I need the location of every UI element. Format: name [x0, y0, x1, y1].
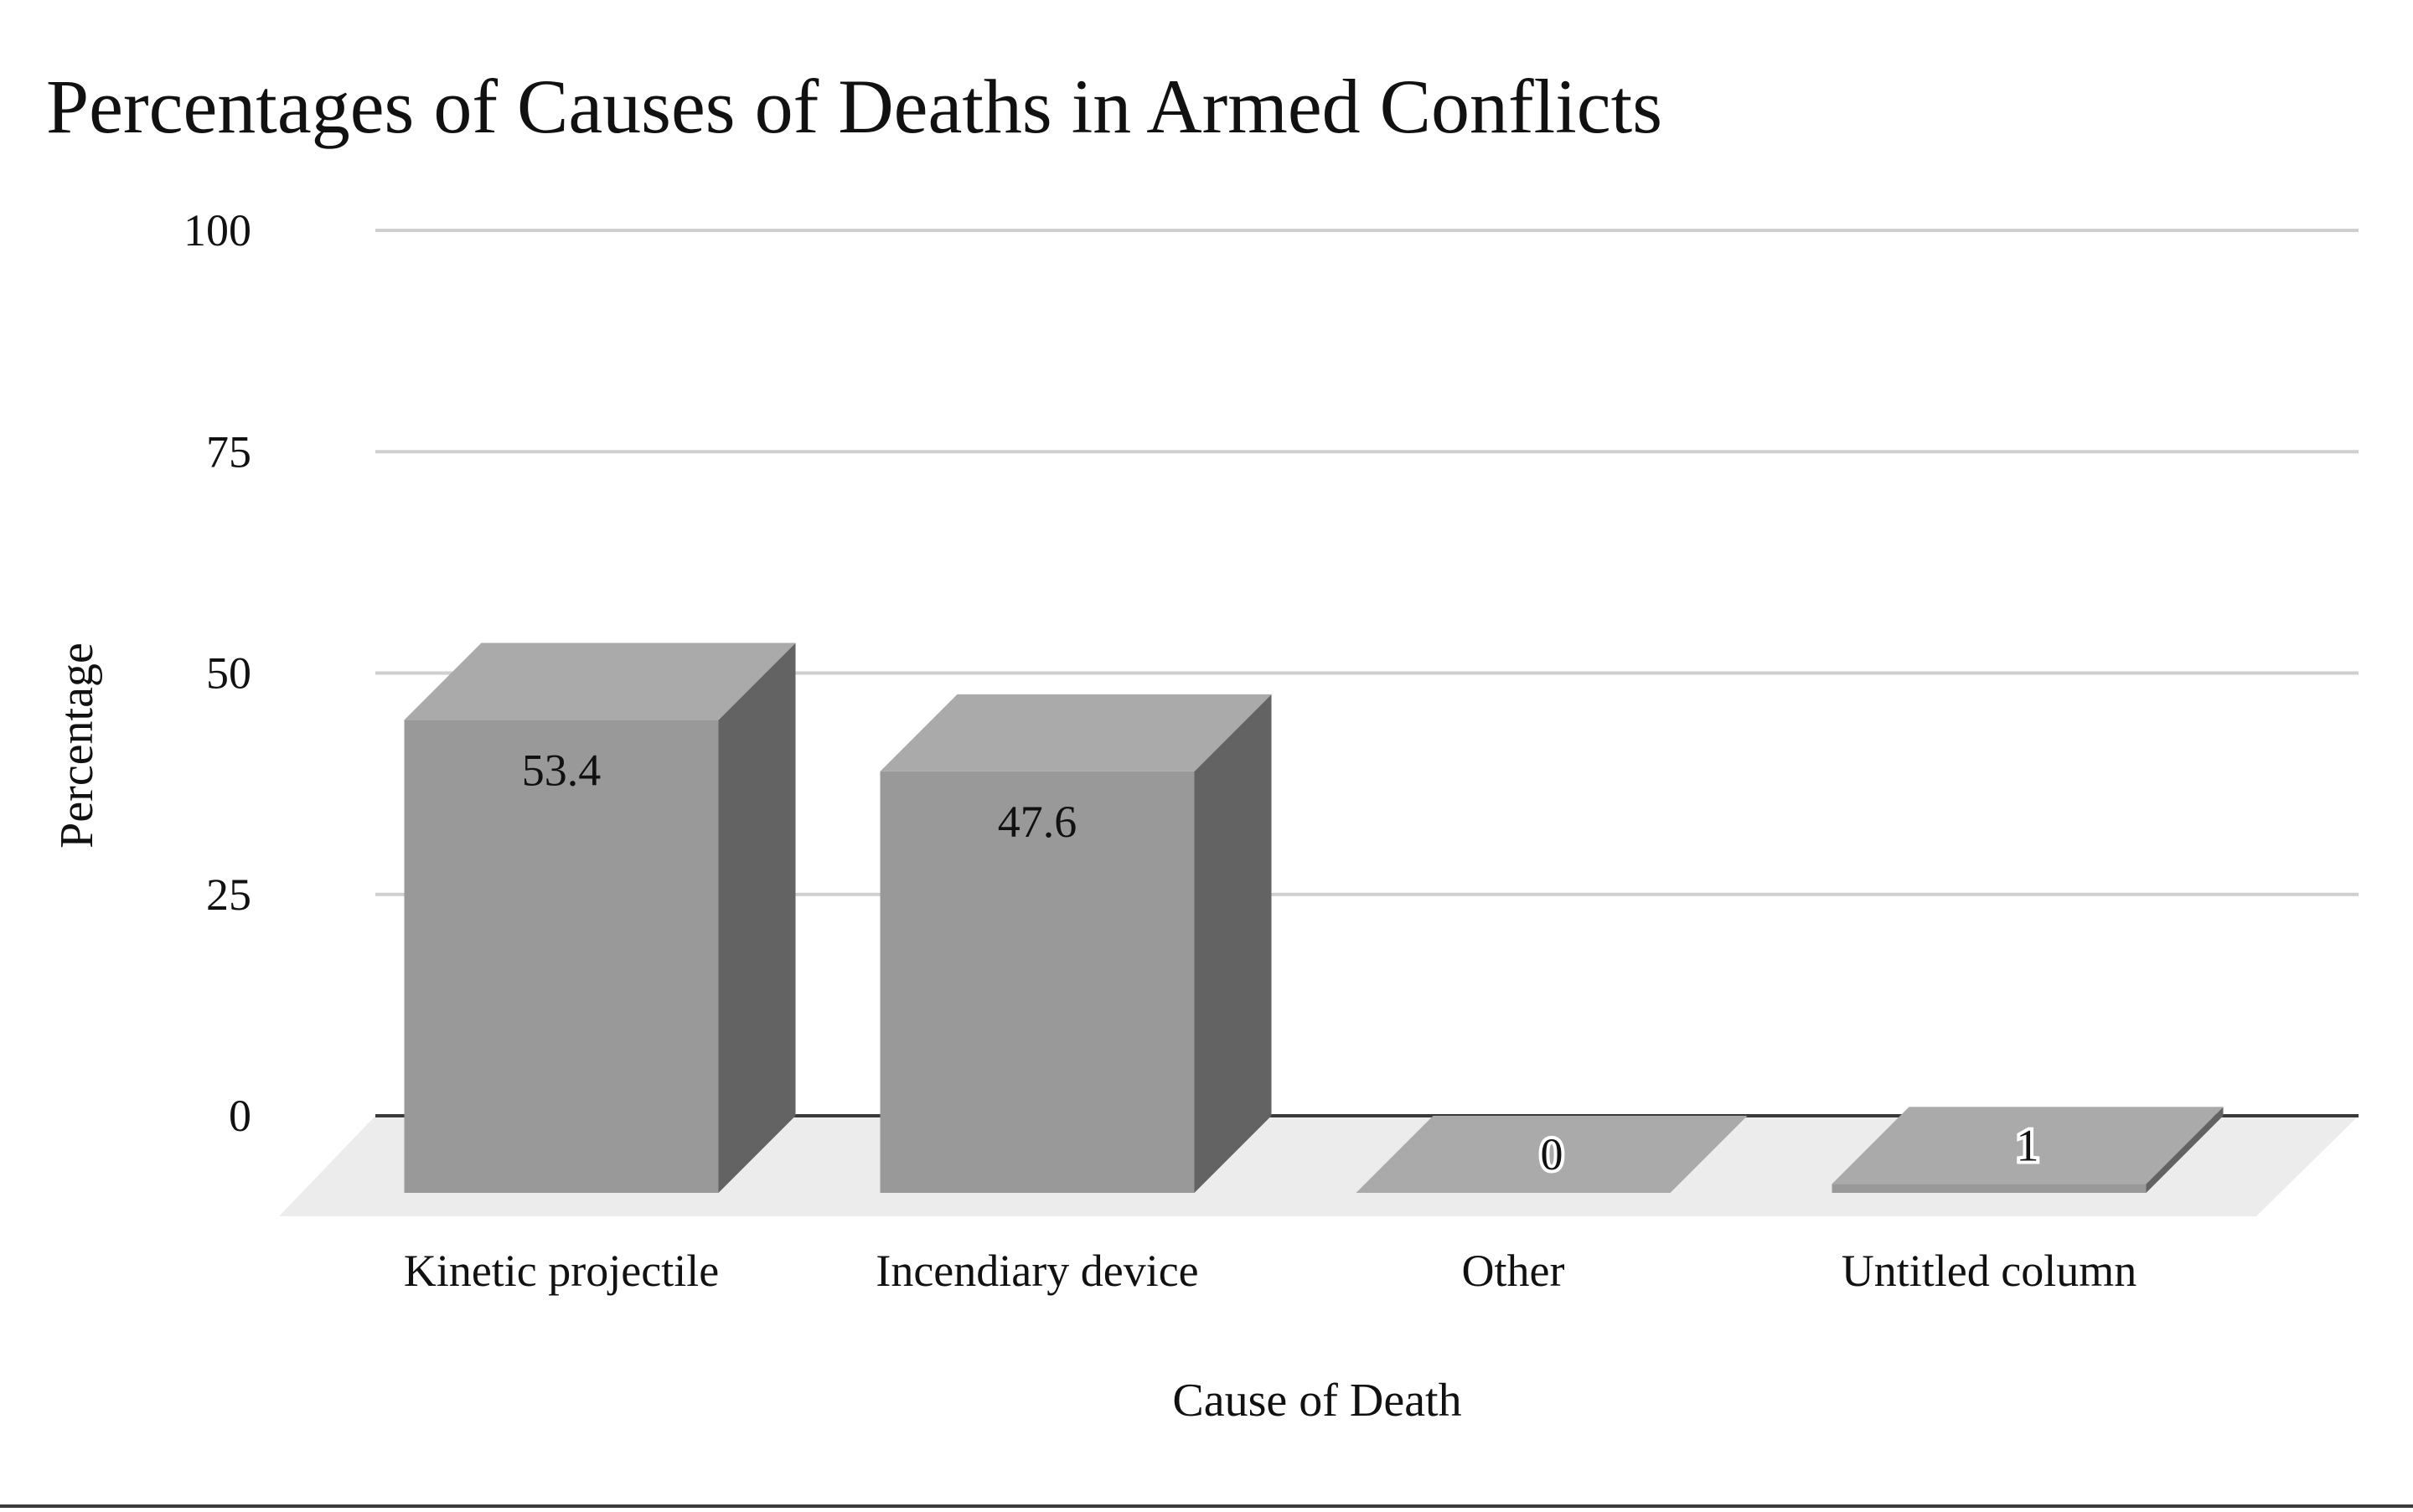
x-tick-label: Kinetic projectile: [404, 1246, 719, 1296]
x-tick-label: Incendiary device: [876, 1246, 1198, 1296]
y-tick-label: 50: [206, 648, 251, 699]
y-axis-ticks: 0 25 50 75 100: [183, 205, 251, 1141]
y-tick-label: 75: [206, 426, 251, 477]
bar-front-face: [404, 720, 719, 1193]
data-label: 53.4: [522, 746, 602, 796]
bar-front-face: [880, 771, 1195, 1193]
bar-side-face: [2146, 1107, 2224, 1193]
x-axis-ticks: Kinetic projectile Incendiary device Other…: [404, 1246, 2137, 1296]
x-tick-label: Untitled column: [1842, 1246, 2137, 1296]
bar: [1356, 1116, 1748, 1193]
data-label: 1: [2017, 1120, 2039, 1170]
bars: [404, 642, 2224, 1193]
data-labels: 53.4 47.6 0 1: [522, 746, 2043, 1183]
bar-side-face: [1194, 694, 1272, 1193]
bar: [1832, 1107, 2224, 1193]
bar-side-face: [718, 642, 796, 1193]
bar: [404, 642, 796, 1193]
bar-top-face: [880, 694, 1272, 771]
chart-title: Percentages of Causes of Deaths in Armed…: [46, 64, 1662, 149]
y-tick-label: 100: [183, 205, 251, 255]
data-label: 0: [1541, 1129, 1563, 1179]
x-tick-label: Other: [1462, 1246, 1565, 1296]
y-tick-label: 0: [229, 1091, 251, 1141]
bar-top-face: [1356, 1116, 1748, 1193]
bar-front-face: [1832, 1184, 2147, 1193]
x-axis-label: Cause of Death: [1172, 1375, 1461, 1427]
bar-top-face: [1832, 1107, 2224, 1184]
y-axis-label: Percentage: [51, 642, 103, 849]
page-bottom-border: [0, 1504, 2413, 1508]
y-tick-label: 25: [206, 870, 251, 920]
data-label: 47.6: [998, 797, 1077, 847]
bar: [880, 694, 1272, 1193]
bar-top-face: [404, 642, 796, 720]
